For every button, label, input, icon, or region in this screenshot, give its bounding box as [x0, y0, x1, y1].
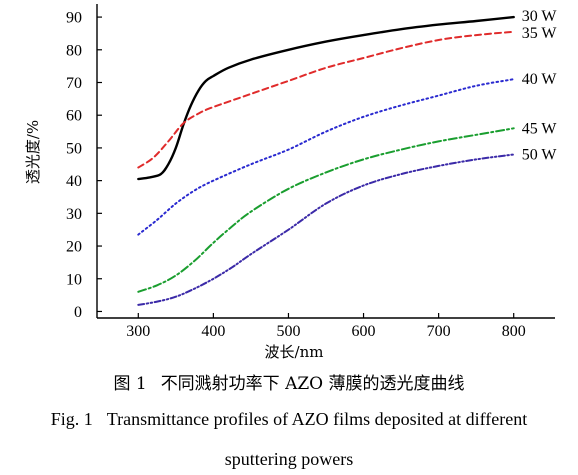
series-line-50w: [137, 153, 515, 306]
x-tick-label: 300: [126, 323, 150, 340]
series-label: 50 W: [522, 146, 558, 163]
series-label: 35 W: [522, 25, 558, 42]
caption-cn-fig-number: 图 1: [113, 374, 147, 394]
series-layer: [137, 15, 515, 306]
caption-cn-text: 不同溅射功率下 AZO 薄膜的透光度曲线: [160, 374, 465, 394]
y-tick-label: 80: [66, 42, 82, 59]
figure-caption-english-line2: sputtering powers: [224, 449, 354, 469]
series-line-35w: [137, 30, 515, 169]
y-tick-label: 0: [74, 304, 82, 321]
y-tick-label: 50: [66, 140, 82, 157]
figure-caption-chinese: 图 1 不同溅射功率下 AZO 薄膜的透光度曲线: [0, 369, 578, 394]
x-axis-label: 波长/nm: [265, 343, 324, 361]
series-line-45w: [137, 127, 515, 293]
y-tick-label: 70: [66, 75, 82, 92]
y-tick-label: 20: [66, 239, 82, 256]
series-label: 30 W: [522, 8, 558, 25]
series-label: 40 W: [522, 71, 558, 88]
y-tick-label: 30: [66, 206, 82, 223]
series-line-30w: [137, 15, 515, 181]
axes: 300 400 500 600 700 800 0 10 20 30 40 50 60 70 80 90: [66, 4, 555, 340]
y-tick-label: 90: [66, 10, 82, 27]
caption-en-fig-number: Fig. 1: [50, 409, 93, 429]
series-line-40w: [137, 78, 515, 236]
series-label: 45 W: [522, 120, 558, 137]
y-tick-label: 60: [66, 108, 82, 125]
x-tick-label: 800: [502, 323, 526, 340]
x-tick-label: 700: [427, 323, 451, 340]
y-axis-label: 透光度/%: [24, 120, 42, 184]
x-tick-label: 600: [352, 323, 376, 340]
y-tick-label: 10: [66, 271, 82, 288]
y-tick-label: 40: [66, 173, 82, 190]
series-labels: 30 W35 W 40 W 45 W 50 W: [522, 8, 558, 163]
x-tick-label: 500: [276, 323, 300, 340]
figure-caption-english-line1: Fig. 1 Transmittance profiles of AZO film…: [0, 409, 578, 430]
x-tick-label: 400: [201, 323, 225, 340]
caption-en-line1-text: Transmittance profiles of AZO films depo…: [106, 409, 528, 429]
